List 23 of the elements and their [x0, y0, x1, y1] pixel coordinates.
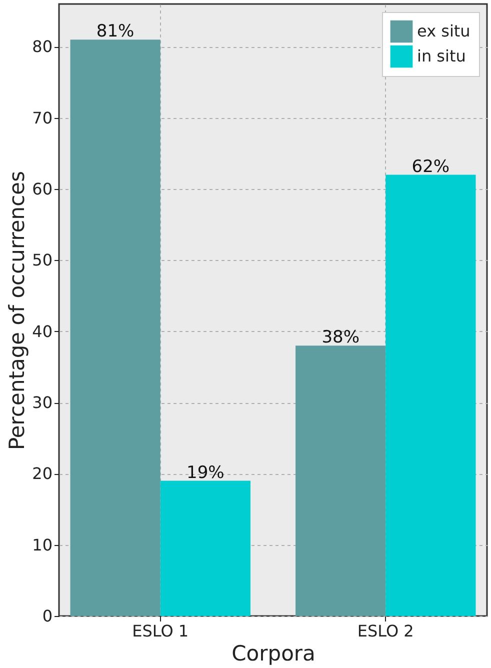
y-tick-label: 0	[42, 606, 52, 626]
legend-label: ex situ	[417, 22, 470, 40]
y-tick-label: 50	[32, 250, 52, 270]
data-label: 38%	[322, 328, 360, 348]
data-label: 81%	[96, 22, 134, 42]
bar	[70, 40, 160, 616]
x-tick-label: ESLO 1	[132, 622, 189, 640]
x-axis-title: Corpora	[232, 642, 316, 666]
y-axis-title: Percentage of occurrences	[5, 170, 30, 450]
y-tick-label: 30	[32, 393, 52, 412]
y-tick-label: 80	[32, 37, 52, 56]
y-tick-label: 70	[32, 108, 52, 128]
bar	[386, 174, 476, 616]
x-tick-label: ESLO 2	[357, 622, 414, 640]
y-tick-label: 10	[32, 535, 52, 554]
legend-label: in situ	[417, 46, 466, 66]
y-tick-label: 40	[32, 322, 52, 341]
y-tick-label: 20	[32, 464, 52, 484]
data-label: 62%	[412, 156, 450, 177]
data-label: 19%	[186, 462, 224, 483]
bar	[160, 480, 250, 616]
bar	[296, 346, 386, 616]
y-tick-label: 60	[32, 180, 52, 199]
